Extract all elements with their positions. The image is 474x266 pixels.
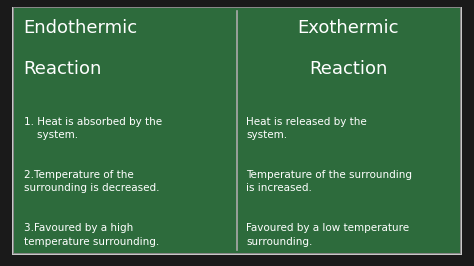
Text: Reaction: Reaction [309, 60, 388, 78]
FancyBboxPatch shape [13, 7, 461, 254]
Text: Reaction: Reaction [24, 60, 102, 78]
Text: 3.Favoured by a high
temperature surrounding.: 3.Favoured by a high temperature surroun… [24, 223, 159, 247]
Text: 1. Heat is absorbed by the
    system.: 1. Heat is absorbed by the system. [24, 117, 162, 140]
FancyBboxPatch shape [14, 8, 460, 253]
Text: Endothermic: Endothermic [24, 19, 138, 37]
FancyBboxPatch shape [12, 7, 462, 255]
Text: Temperature of the surrounding
is increased.: Temperature of the surrounding is increa… [246, 170, 412, 193]
Text: 2.Temperature of the
surrounding is decreased.: 2.Temperature of the surrounding is decr… [24, 170, 159, 193]
Text: Heat is released by the
system.: Heat is released by the system. [246, 117, 367, 140]
Text: Exothermic: Exothermic [298, 19, 399, 37]
Text: Favoured by a low temperature
surrounding.: Favoured by a low temperature surroundin… [246, 223, 410, 247]
